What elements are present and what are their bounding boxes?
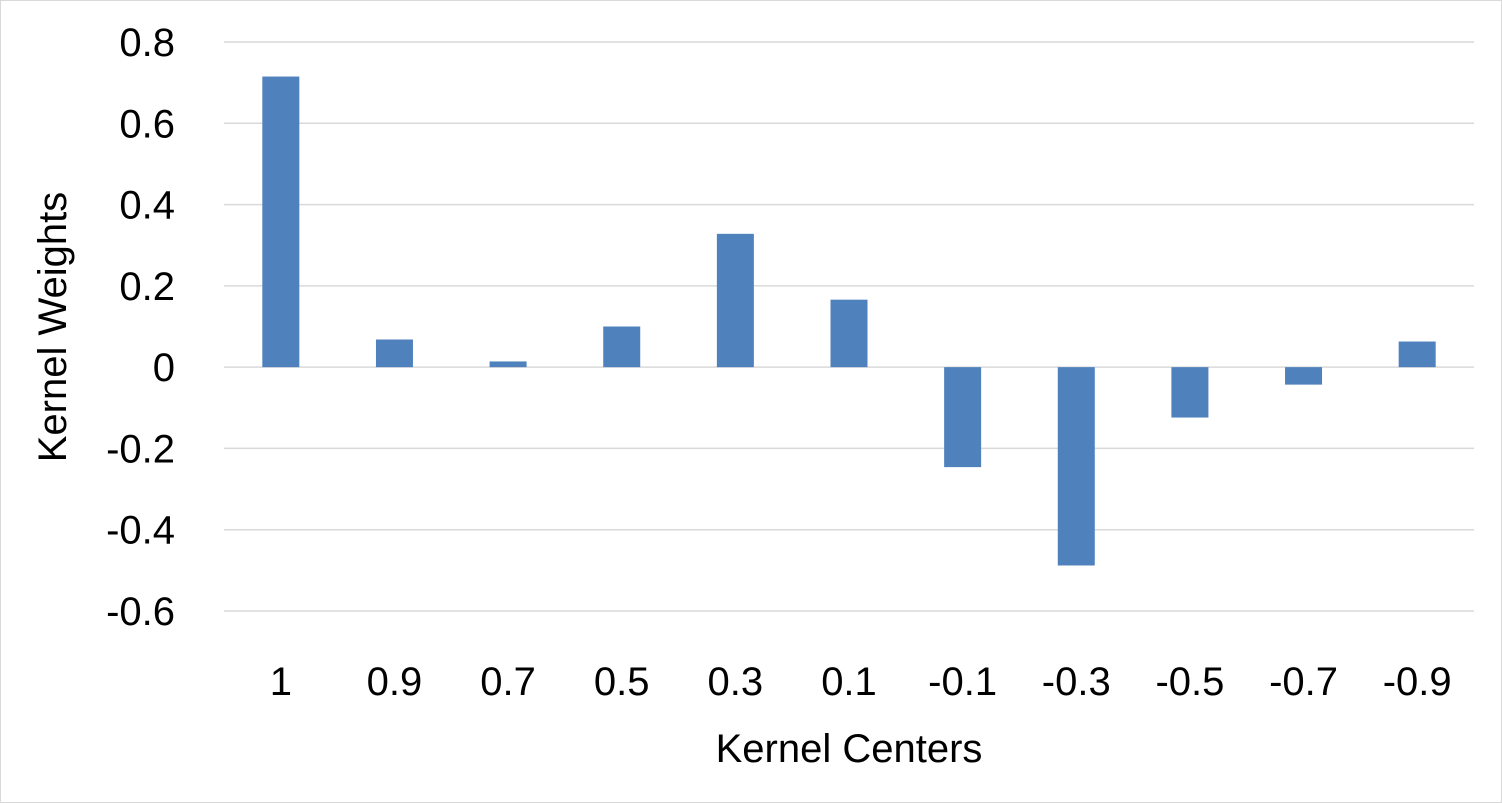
x-tick-labels: 1 0.9 0.7 0.5 0.3 0.1 -0.1 -0.3 -0.5 -0.7 -0.9 [270,660,1452,704]
bar [375,339,413,368]
x-tick-label: 0.7 [480,660,536,704]
y-tick-label: 0.2 [119,265,175,309]
x-tick-label: 0.9 [367,660,423,704]
bar [489,361,527,368]
y-tick-label: 0.4 [119,184,175,228]
bar [1398,341,1436,368]
x-tick-label: 0.3 [708,660,764,704]
bars [262,76,1436,566]
y-axis-title: Kernel Weights [31,192,75,463]
x-tick-label: -0.9 [1383,660,1452,704]
x-tick-label: -0.3 [1042,660,1111,704]
bar [944,367,982,468]
bar [830,299,868,368]
y-tick-labels: 0.8 0.6 0.4 0.2 0 -0.2 -0.4 -0.6 [106,21,175,634]
x-tick-label: 0.1 [821,660,877,704]
bar [1171,367,1209,418]
x-tick-label: -0.5 [1155,660,1224,704]
x-tick-label: -0.1 [928,660,997,704]
x-tick-label: 0.5 [594,660,650,704]
y-tick-label: 0 [153,346,175,390]
y-tick-label: 0.6 [119,102,175,146]
x-tick-label: -0.7 [1269,660,1338,704]
bar [262,76,300,368]
y-tick-label: 0.8 [119,21,175,65]
x-tick-label: 1 [270,660,292,704]
bar [1057,367,1095,566]
bar [603,326,641,368]
bar [1285,367,1323,385]
bar [716,233,754,368]
y-tick-label: -0.4 [106,509,175,553]
y-tick-label: -0.2 [106,427,175,471]
y-tick-label: -0.6 [106,590,175,634]
x-axis-title: Kernel Centers [716,727,983,771]
